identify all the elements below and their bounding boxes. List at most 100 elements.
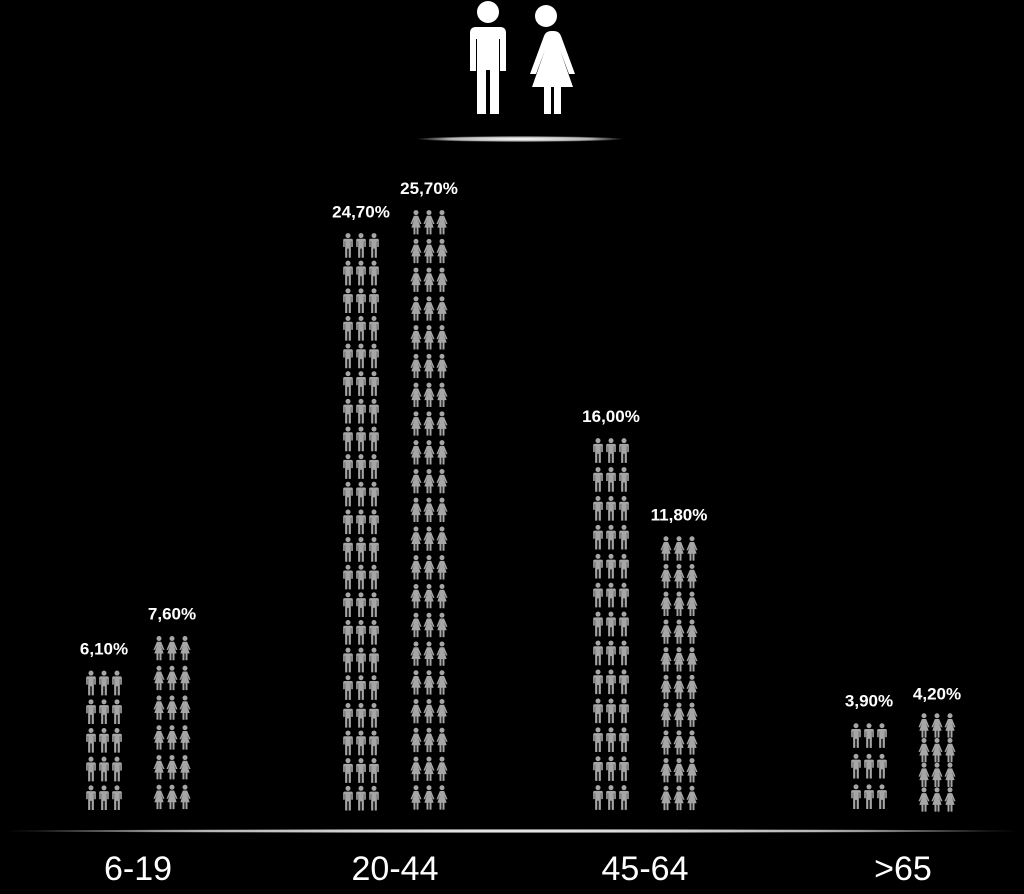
female-figure-icon <box>166 784 178 810</box>
female-figure-icon <box>686 758 698 783</box>
female-figure-icon <box>423 468 435 494</box>
male-figure-icon <box>343 315 353 341</box>
male-figure-icon <box>86 756 96 782</box>
female-figure-icon <box>166 695 178 720</box>
female-figure-icon <box>410 612 422 638</box>
female-figure-icon <box>179 755 191 780</box>
header-glow-line <box>416 136 624 142</box>
female-figure-icon <box>673 536 685 561</box>
bar-male-6-19 <box>86 670 122 811</box>
male-figure-icon <box>606 495 616 521</box>
male-figure-icon <box>356 758 366 783</box>
female-figure-icon <box>153 725 165 750</box>
male-figure-icon <box>343 509 353 535</box>
male-figure-icon <box>356 785 366 811</box>
male-figure-icon <box>343 371 353 396</box>
male-figure-icon <box>606 438 616 463</box>
female-figure-icon <box>423 497 435 522</box>
male-figure-icon <box>877 723 887 748</box>
male-figure-icon <box>356 702 366 728</box>
male-figure-icon <box>606 640 616 666</box>
female-figure-icon <box>436 210 448 235</box>
female-figure-icon <box>410 698 422 724</box>
female-figure-icon <box>423 210 435 235</box>
male-figure-icon <box>112 727 122 753</box>
male-figure-icon <box>356 315 366 341</box>
female-figure-icon <box>918 787 930 812</box>
female-figure-icon <box>166 635 178 661</box>
female-figure-icon <box>410 210 422 235</box>
male-figure-icon <box>343 481 353 507</box>
female-figure-icon <box>410 555 422 580</box>
female-figure-icon <box>410 583 422 609</box>
male-figure-icon <box>851 784 861 810</box>
male-figure-icon <box>606 669 616 695</box>
bar-female-6-19 <box>153 635 191 810</box>
male-figure-icon <box>343 426 353 452</box>
male-figure-icon <box>369 371 379 396</box>
female-figure-icon <box>410 296 422 321</box>
male-figure-icon <box>99 727 109 753</box>
male-figure-icon <box>619 438 629 463</box>
male-figure-icon <box>356 509 366 535</box>
male-figure-icon <box>593 640 603 666</box>
bar-male-45-64 <box>593 438 629 810</box>
male-figure-icon <box>369 675 379 700</box>
male-figure-icon <box>864 784 874 810</box>
female-figure-icon <box>423 785 435 810</box>
male-figure-icon <box>356 481 366 507</box>
female-figure-icon <box>673 702 685 727</box>
female-figure-icon <box>410 267 422 292</box>
female-figure-icon <box>660 758 672 783</box>
female-figure-icon <box>436 440 448 465</box>
male-figure-icon <box>369 647 379 673</box>
female-figure-icon <box>660 619 672 644</box>
male-figure-icon <box>343 675 353 700</box>
male-figure-icon <box>343 647 353 673</box>
male-figure-icon <box>369 454 379 479</box>
female-figure-icon <box>673 674 685 700</box>
male-figure-icon <box>593 611 603 637</box>
male-figure-icon <box>356 730 366 756</box>
female-figure-icon <box>436 670 448 695</box>
male-figure-icon <box>619 756 629 781</box>
female-figure-icon <box>436 526 448 551</box>
male-figure-icon <box>593 582 603 608</box>
male-figure-icon <box>619 727 629 753</box>
male-figure-icon <box>864 723 874 748</box>
female-figure-icon <box>436 382 448 407</box>
value-label-female-20-44: 25,70% <box>400 179 458 198</box>
female-figure-icon <box>423 353 435 379</box>
female-figure-icon <box>410 238 422 264</box>
female-figure-icon <box>423 325 435 350</box>
male-figure-icon <box>369 564 379 590</box>
female-figure-icon <box>660 785 672 811</box>
male-figure-icon <box>343 454 353 479</box>
female-figure-icon <box>153 695 165 720</box>
female-figure-icon <box>436 325 448 350</box>
female-figure-icon <box>686 619 698 644</box>
male-figure-icon <box>99 699 109 725</box>
male-figure-icon <box>619 611 629 637</box>
male-figure-icon <box>619 553 629 579</box>
male-figure-icon <box>356 233 366 258</box>
male-figure-icon <box>619 640 629 666</box>
value-label-female-45-64: 11,80% <box>651 506 708 525</box>
female-figure-icon <box>931 737 943 763</box>
male-figure-icon <box>369 481 379 507</box>
female-figure-icon <box>436 727 448 753</box>
male-figure-icon <box>99 785 109 811</box>
female-figure-icon <box>944 787 956 812</box>
male-figure-icon <box>606 785 616 810</box>
male-figure-icon <box>356 260 366 286</box>
male-figure-icon <box>86 670 96 696</box>
male-figure-icon <box>606 467 616 492</box>
category-label: >65 <box>874 850 932 888</box>
male-figure-icon <box>877 753 887 779</box>
male-figure-icon <box>864 753 874 779</box>
female-figure-icon <box>944 737 956 763</box>
male-figure-icon <box>112 670 122 696</box>
bar-male-20-44 <box>343 233 379 811</box>
female-figure-icon <box>423 583 435 609</box>
female-figure-icon <box>423 555 435 580</box>
